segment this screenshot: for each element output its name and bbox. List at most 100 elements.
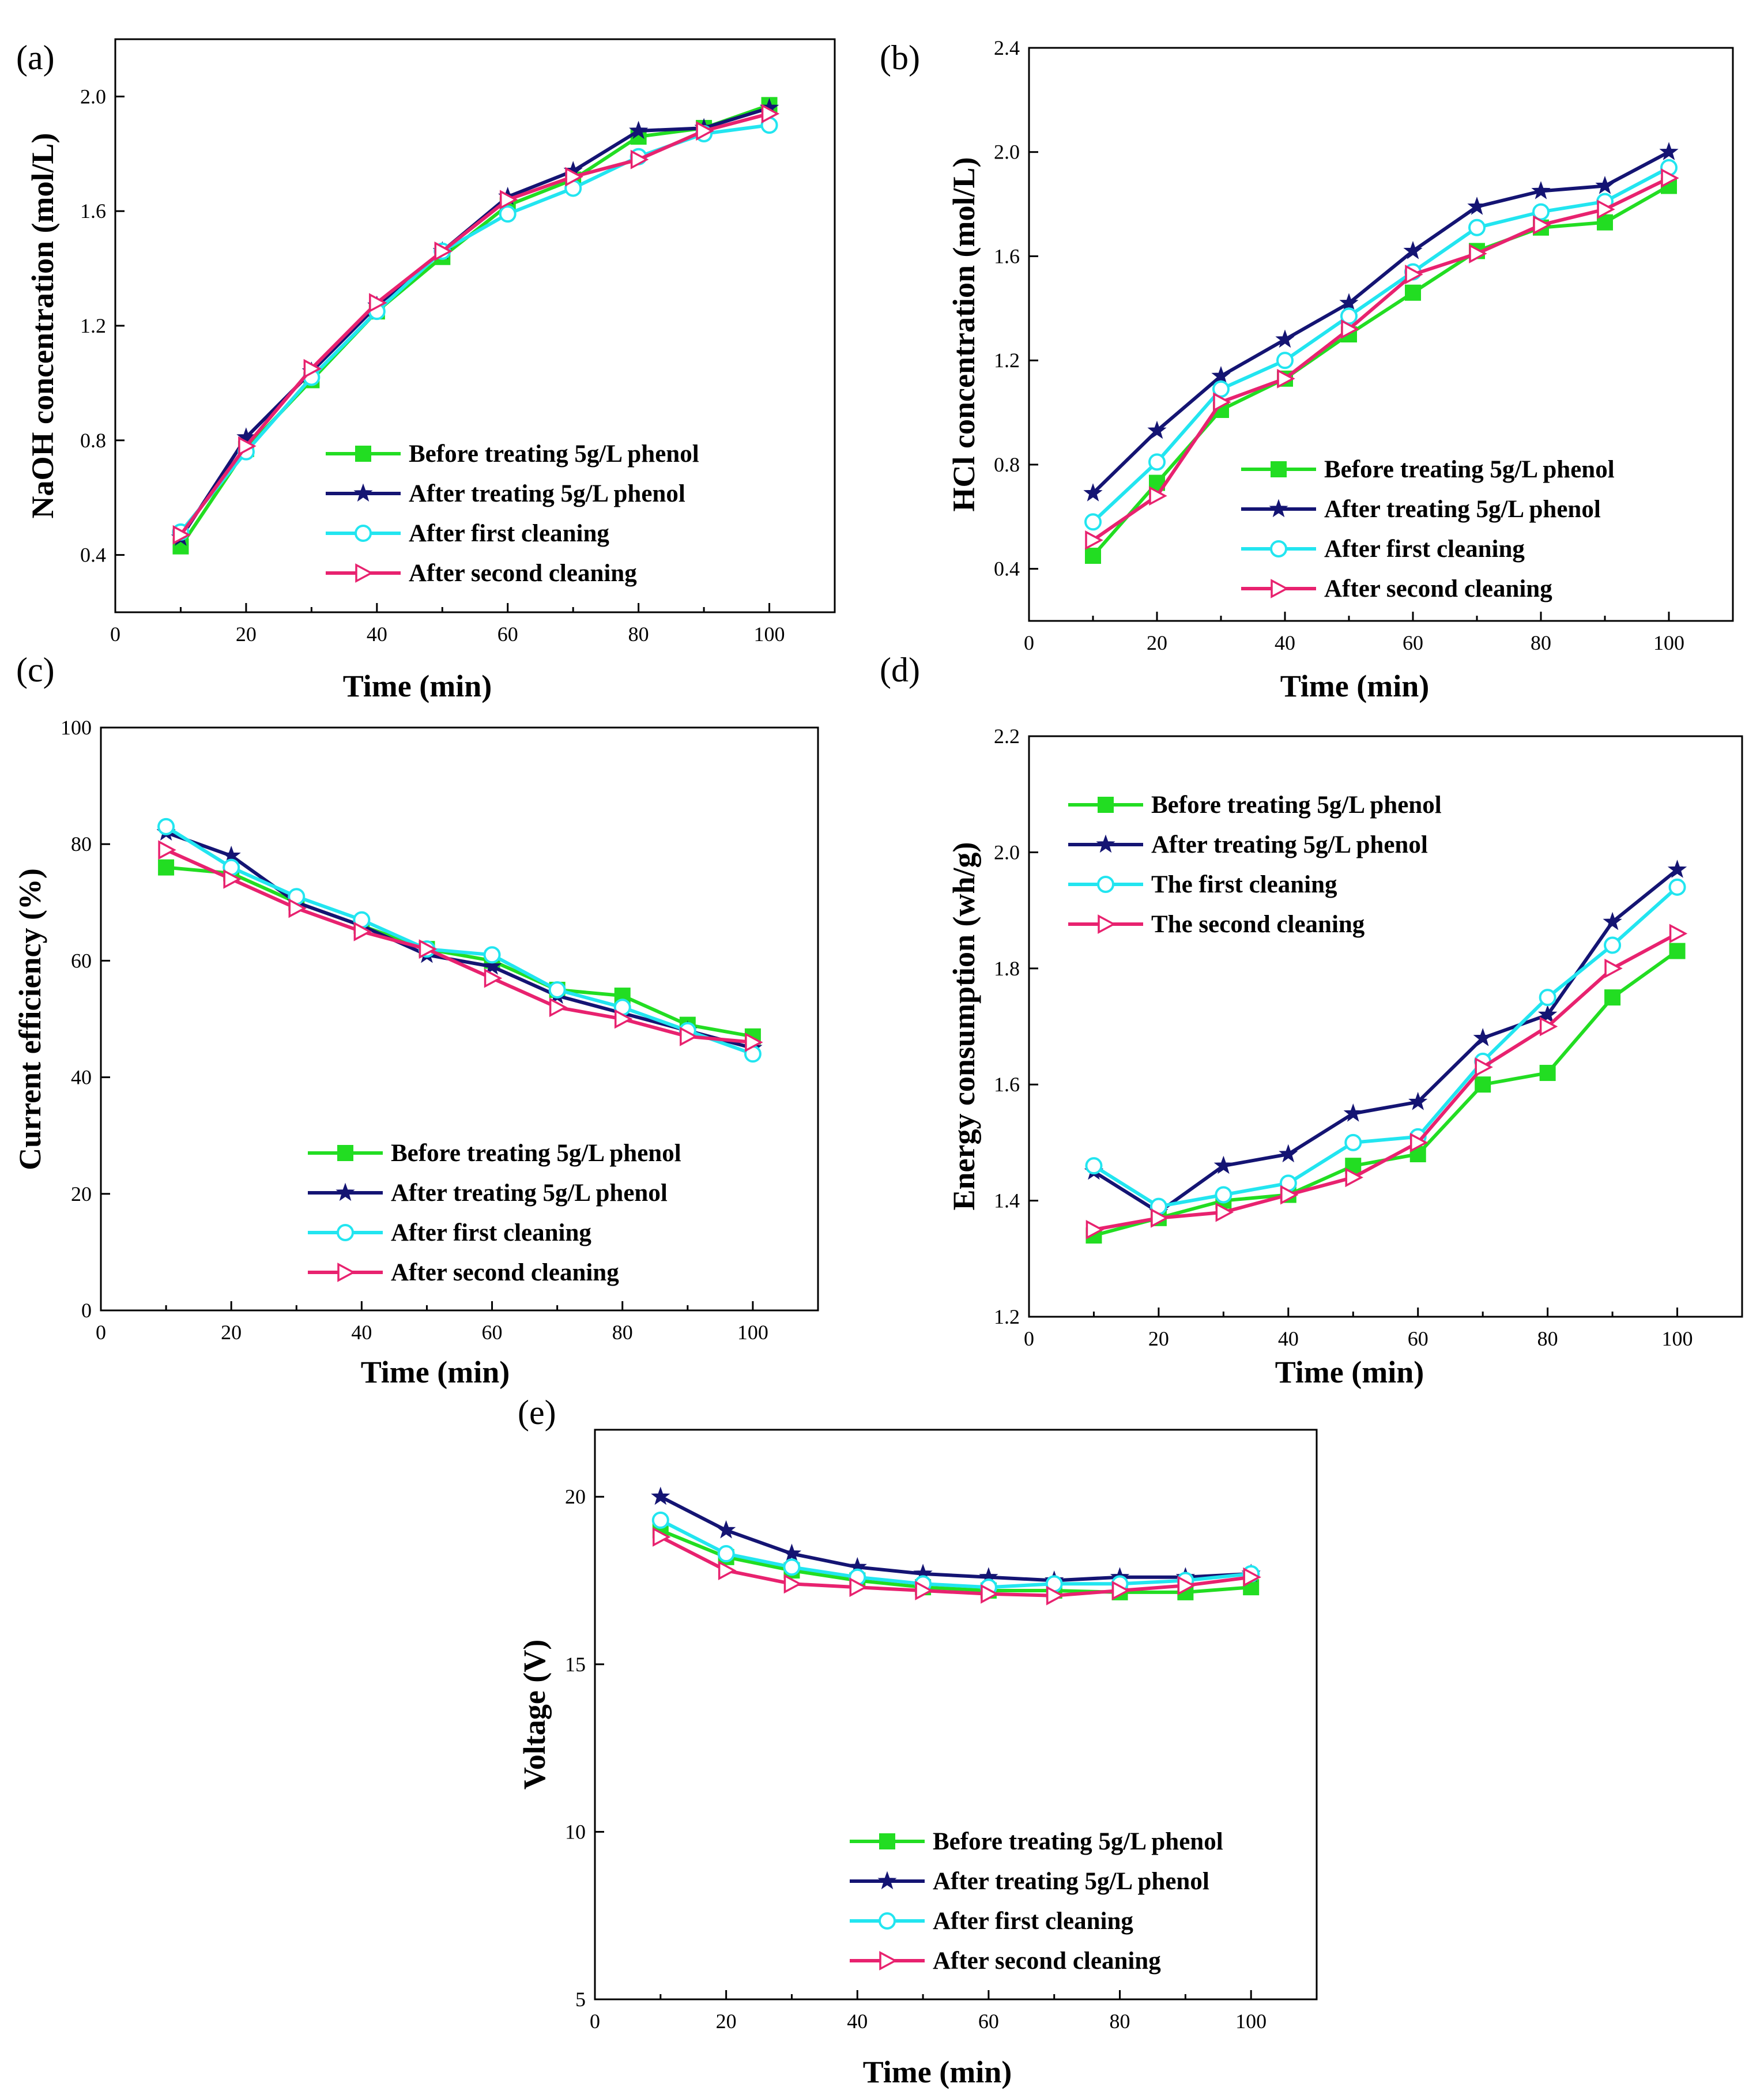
series-2 <box>172 116 778 541</box>
legend-label: Before treating 5g/L phenol <box>933 1828 1223 1855</box>
y-tick-label: 2.4 <box>994 36 1020 59</box>
data-point <box>981 1584 999 1604</box>
y-tick-label: 5 <box>575 1988 586 2011</box>
x-axis-title: Time (min) <box>1280 669 1429 703</box>
data-point <box>1084 513 1102 531</box>
data-point <box>1408 1091 1428 1110</box>
legend-marker <box>1269 499 1288 518</box>
plot-frame <box>1028 47 1734 622</box>
x-tick-label: 20 <box>1147 631 1167 654</box>
legend-label: After first cleaning <box>409 520 609 547</box>
data-point <box>1279 1144 1298 1163</box>
series-3 <box>653 1527 1261 1606</box>
y-tick-label: 1.2 <box>994 349 1020 372</box>
data-point <box>1211 366 1231 385</box>
data-point <box>548 981 566 999</box>
data-point <box>1083 483 1103 502</box>
series-3 <box>172 104 780 545</box>
series-2 <box>1084 159 1678 531</box>
x-tick-label: 40 <box>1278 1327 1299 1350</box>
y-tick-label: 1.4 <box>994 1189 1020 1212</box>
data-point <box>1215 1202 1234 1222</box>
chart-panel-a: (a) 0 20 40 60 80 100 0.4 0.8 1.2 1.6 2.0 Time (min)… <box>16 38 836 703</box>
x-axis-title: Time (min) <box>361 1355 510 1389</box>
panel-label: (b) <box>880 39 920 77</box>
legend-marker <box>355 563 374 583</box>
data-point <box>157 817 175 835</box>
x-tick-label: 40 <box>847 2010 868 2033</box>
data-point <box>1659 142 1679 160</box>
data-point <box>716 1520 736 1539</box>
data-point <box>1344 1133 1362 1151</box>
y-tick-label: 2.0 <box>994 141 1020 164</box>
data-point <box>1475 1057 1493 1077</box>
legend-label: After first cleaning <box>933 1908 1133 1935</box>
data-point <box>1085 1157 1103 1175</box>
data-point <box>1597 199 1615 220</box>
x-axis-title: Time (min) <box>863 2055 1012 2089</box>
data-point <box>1215 1186 1232 1204</box>
data-point <box>172 525 191 545</box>
y-tick-label: 1.2 <box>80 314 106 337</box>
series-line <box>659 1519 1252 1589</box>
x-tick-label: 0 <box>590 2010 600 2033</box>
legend-label: After treating 5g/L phenol <box>409 480 685 507</box>
data-point <box>1148 453 1166 471</box>
legend-marker <box>877 1871 897 1890</box>
x-tick-label: 0 <box>96 1321 106 1344</box>
x-tick-label: 0 <box>110 623 120 646</box>
x-tick-label: 80 <box>1531 631 1551 654</box>
data-point <box>1405 265 1423 285</box>
plot-frame <box>1028 735 1743 1318</box>
data-point <box>482 956 502 975</box>
legend-marker <box>355 446 371 462</box>
data-point <box>915 1581 933 1600</box>
x-tick-label: 100 <box>754 623 785 646</box>
data-point <box>782 1543 802 1562</box>
data-point <box>651 1511 669 1529</box>
legend-label: After second cleaning <box>391 1259 619 1286</box>
data-point <box>369 293 387 313</box>
x-tick-label: 0 <box>1024 631 1034 654</box>
legend-marker <box>1271 579 1289 598</box>
data-point <box>1345 1167 1363 1188</box>
chart-panel-d: (d) 0 20 40 60 80 100 1.2 1.4 1.6 1.8 2.0 2.2 Time (m… <box>880 651 1743 1389</box>
data-point <box>653 1527 671 1547</box>
data-point <box>484 968 503 988</box>
y-tick-label: 20 <box>71 1182 92 1205</box>
legend-marker <box>1098 797 1114 813</box>
legend-label: After treating 5g/L phenol <box>1324 496 1601 523</box>
y-axis-title: Voltage (V) <box>517 1640 552 1789</box>
legend-label: After treating 5g/L phenol <box>933 1868 1209 1895</box>
y-axis-title: HCl concentration (mol/L) <box>947 157 981 512</box>
x-tick-label: 100 <box>1662 1327 1693 1350</box>
data-point <box>1085 548 1101 564</box>
legend-label: After first cleaning <box>1324 536 1525 563</box>
data-point <box>1661 168 1679 188</box>
data-point <box>745 1033 763 1052</box>
legend-label: The first cleaning <box>1151 871 1337 898</box>
x-tick-label: 20 <box>1148 1327 1169 1350</box>
panel-label: (a) <box>16 39 55 77</box>
series-3 <box>1085 924 1688 1239</box>
data-point <box>1603 911 1622 930</box>
series-1 <box>1083 142 1679 502</box>
legend-marker <box>337 1224 354 1241</box>
legend-label: After second cleaning <box>409 560 637 587</box>
series-line <box>1092 176 1670 542</box>
plot-frame <box>100 726 819 1312</box>
x-tick-label: 20 <box>236 623 257 646</box>
data-point <box>1667 860 1687 878</box>
series-line <box>165 848 753 1044</box>
data-point <box>223 869 242 889</box>
y-tick-label: 10 <box>565 1820 586 1843</box>
data-point <box>1343 1103 1363 1122</box>
y-tick-label: 2.2 <box>994 725 1020 748</box>
data-point <box>1403 240 1423 259</box>
series-1 <box>156 822 763 1057</box>
legend: Before treating 5g/L phenol After treatin… <box>326 440 699 587</box>
data-point <box>718 1561 737 1581</box>
data-point <box>1085 1220 1105 1239</box>
data-point <box>1212 380 1230 398</box>
data-point <box>1604 936 1622 954</box>
